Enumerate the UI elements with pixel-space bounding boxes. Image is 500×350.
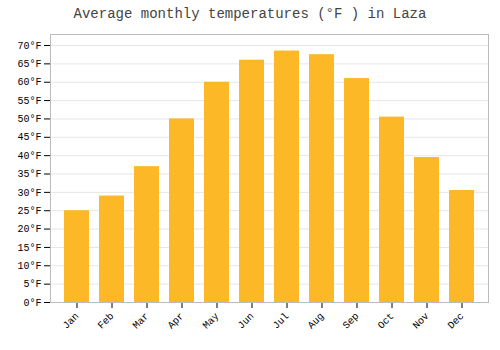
svg-text:Jan: Jan bbox=[61, 311, 82, 332]
svg-text:55°F: 55°F bbox=[17, 96, 41, 107]
svg-text:Nov: Nov bbox=[411, 311, 432, 332]
svg-text:Mar: Mar bbox=[131, 311, 152, 332]
svg-text:Feb: Feb bbox=[96, 311, 117, 332]
svg-text:Aug: Aug bbox=[306, 311, 327, 332]
svg-text:60°F: 60°F bbox=[17, 77, 41, 88]
svg-text:Dec: Dec bbox=[446, 311, 467, 332]
svg-text:65°F: 65°F bbox=[17, 59, 41, 70]
svg-text:35°F: 35°F bbox=[17, 169, 41, 180]
svg-text:50°F: 50°F bbox=[17, 114, 41, 125]
svg-text:25°F: 25°F bbox=[17, 206, 41, 217]
svg-text:Jun: Jun bbox=[236, 311, 257, 332]
svg-text:May: May bbox=[201, 311, 222, 332]
svg-text:5°F: 5°F bbox=[23, 279, 41, 290]
html-text:Average monthly temperatures (: Average monthly temperatures (°F ) in La… bbox=[73, 6, 427, 22]
svg-text:0°F: 0°F bbox=[23, 298, 41, 309]
svg-text:Oct: Oct bbox=[376, 311, 397, 332]
svg-text:15°F: 15°F bbox=[17, 243, 41, 254]
svg-text:10°F: 10°F bbox=[17, 261, 41, 272]
svg-text:70°F: 70°F bbox=[17, 41, 41, 52]
svg-text:20°F: 20°F bbox=[17, 224, 41, 235]
svg-text:Sep: Sep bbox=[341, 311, 362, 332]
svg-text:Jul: Jul bbox=[271, 311, 292, 332]
svg-text:45°F: 45°F bbox=[17, 132, 41, 143]
svg-text:30°F: 30°F bbox=[17, 188, 41, 199]
svg-text:Apr: Apr bbox=[166, 311, 187, 332]
svg-text:40°F: 40°F bbox=[17, 151, 41, 162]
